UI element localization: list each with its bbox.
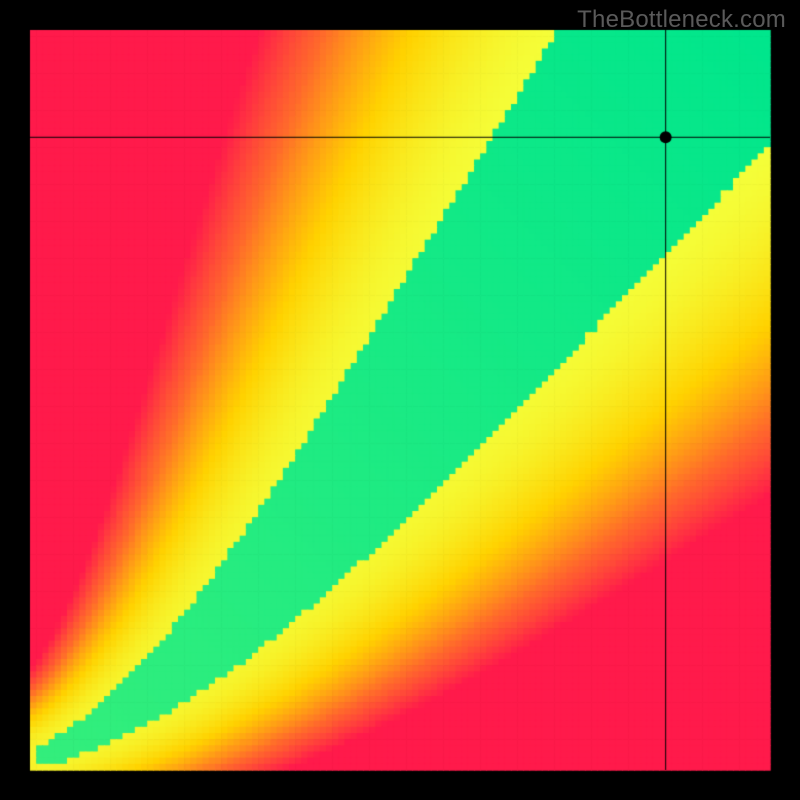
chart-container: TheBottleneck.com <box>0 0 800 800</box>
watermark-text: TheBottleneck.com <box>577 6 786 34</box>
bottleneck-heatmap-canvas <box>0 0 800 800</box>
